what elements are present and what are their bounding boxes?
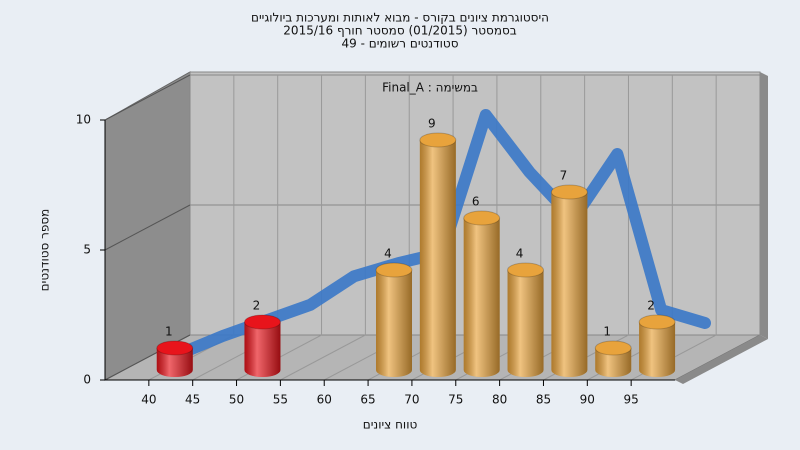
x-tick-label: 80 bbox=[492, 393, 507, 407]
wall-edge bbox=[760, 72, 768, 339]
annotation: Final_A : במשימה bbox=[382, 81, 478, 95]
bar-shade bbox=[463, 218, 500, 377]
x-tick-label: 55 bbox=[273, 393, 288, 407]
x-axis-label: טווח ציונים bbox=[363, 418, 418, 432]
bar-shade bbox=[244, 322, 281, 377]
bar-shade bbox=[595, 348, 632, 377]
bar-top bbox=[507, 262, 545, 278]
y-axis-label: מספר סטודנטים bbox=[38, 209, 52, 292]
x-tick-label: 90 bbox=[580, 393, 595, 407]
floor-edge bbox=[675, 335, 768, 384]
bar-top bbox=[243, 314, 281, 330]
grid-line bbox=[280, 334, 366, 381]
grid-line bbox=[104, 74, 191, 121]
value-label: 1 bbox=[603, 325, 611, 339]
bar-shade bbox=[419, 140, 456, 377]
x-tick-label: 65 bbox=[360, 393, 375, 407]
title-line: סטודנטים רשומים - 49 bbox=[341, 37, 458, 51]
title-line: היסטוגרמת ציונים בקורס - מבוא לאותות ומע… bbox=[251, 11, 549, 25]
bar-top bbox=[463, 210, 501, 226]
value-label: 4 bbox=[384, 247, 392, 261]
bar-top bbox=[594, 340, 632, 356]
x-tick-label: 95 bbox=[624, 393, 639, 407]
bar-shade bbox=[156, 348, 193, 377]
value-label: 6 bbox=[472, 195, 480, 209]
bar-top bbox=[550, 184, 588, 200]
value-label: 4 bbox=[516, 247, 524, 261]
y-tick-label: 10 bbox=[76, 113, 91, 127]
value-label: 2 bbox=[647, 299, 655, 313]
bar-shade bbox=[639, 322, 676, 377]
bar-shade bbox=[376, 270, 412, 377]
x-tick-label: 40 bbox=[141, 393, 156, 407]
x-tick-label: 70 bbox=[404, 393, 419, 407]
value-label: 1 bbox=[165, 325, 173, 339]
grid-line bbox=[104, 204, 191, 251]
x-tick-label: 85 bbox=[536, 393, 551, 407]
left-wall bbox=[104, 71, 191, 381]
x-tick-label: 45 bbox=[185, 393, 200, 407]
y-tick-label: 5 bbox=[83, 243, 91, 257]
bar-top bbox=[419, 132, 457, 148]
bar-top bbox=[156, 340, 194, 356]
value-label: 2 bbox=[253, 299, 261, 313]
bar-shade bbox=[507, 270, 544, 377]
x-tick-label: 60 bbox=[317, 393, 332, 407]
x-tick-label: 50 bbox=[229, 393, 244, 407]
title: היסטוגרמת ציונים בקורס - מבוא לאותות ומע… bbox=[251, 11, 549, 51]
y-tick-label: 0 bbox=[83, 373, 91, 387]
bar-top bbox=[375, 262, 413, 278]
value-label: 9 bbox=[428, 117, 436, 131]
bar-top bbox=[638, 314, 676, 330]
value-label: 7 bbox=[560, 169, 568, 183]
bar-shade bbox=[551, 192, 588, 377]
title-line: בסמסטר (01/2015) סמסטר חורף 2015/16 bbox=[283, 24, 516, 38]
x-tick-label: 75 bbox=[448, 393, 463, 407]
